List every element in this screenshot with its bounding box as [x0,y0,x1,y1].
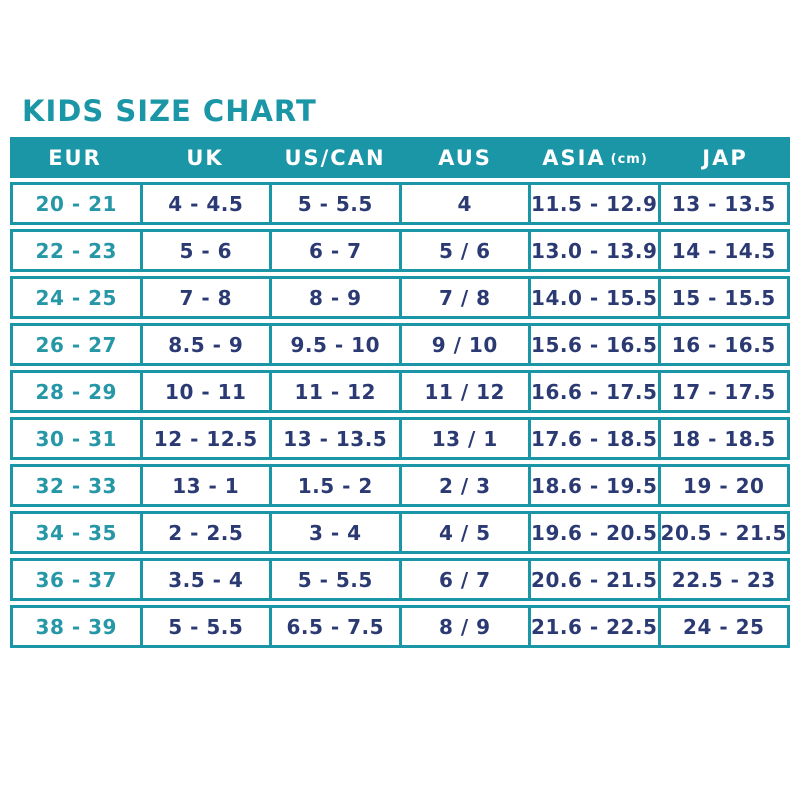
table-cell-eur: 24 - 25 [13,279,143,316]
table-cell-uk: 8.5 - 9 [143,326,272,363]
table-cell-asia: 21.6 - 22.5 [531,608,661,645]
table-cell-jap: 24 - 25 [683,614,765,639]
column-header-uscan-label: US/CAN [284,145,386,170]
table-cell-uscan: 6 - 7 [272,232,402,269]
size-chart-table: EUR UK US/CAN AUS ASIA (cm) JAP 20 - 21 4… [10,137,790,648]
column-header-asia-label: ASIA [542,145,606,170]
table-cell-eur: 34 - 35 [13,514,143,551]
table-cell-aus: 2 / 3 [402,467,531,504]
column-header-jap-label: JAP [702,145,748,170]
table-cell-eur: 22 - 23 [13,232,143,269]
table-row: 38 - 39 5 - 5.5 6.5 - 7.5 8 / 9 21.6 - 22.5 2… [10,605,790,648]
table-cell-uk: 2 - 2.5 [143,514,272,551]
table-cell-uk: 5 - 5.5 [143,608,272,645]
table-cell-uscan: 5 - 5.5 [272,561,402,598]
table-cell-jap: 18 - 18.5 [671,426,776,451]
table-row: 30 - 31 12 - 12.5 13 - 13.5 13 / 1 17.6 - 18… [10,417,790,460]
table-cell-eur: 36 - 37 [13,561,143,598]
table-cell-eur: 28 - 29 [13,373,143,410]
table-cell-aus: 5 / 6 [402,232,531,269]
table-cell-uscan: 8 - 9 [272,279,402,316]
table-cell-uk: 12 - 12.5 [143,420,272,457]
column-header-jap: JAP [660,137,790,178]
table-row: 26 - 27 8.5 - 9 9.5 - 10 9 / 10 15.6 - 16.5 1… [10,323,790,366]
table-cell-uk: 3.5 - 4 [143,561,272,598]
table-cell-eur: 30 - 31 [13,420,143,457]
table-cell-jap: 19 - 20 [683,473,765,498]
table-cell-asia: 11.5 - 12.9 [531,185,661,222]
table-cell-jap: 17 - 17.5 [671,379,776,404]
column-header-uk: UK [140,137,270,178]
table-cell-uk: 4 - 4.5 [143,185,272,222]
table-cell-uscan: 9.5 - 10 [272,326,402,363]
table-cell-uscan: 6.5 - 7.5 [272,608,402,645]
table-cell-asia: 15.6 - 16.5 [531,326,661,363]
table-cell-aus: 6 / 7 [402,561,531,598]
table-cell-asia: 13.0 - 13.9 [531,232,661,269]
table-cell-aus: 4 [402,185,531,222]
table-cell-aus: 7 / 8 [402,279,531,316]
table-cell-jap: 15 - 15.5 [671,285,776,310]
table-cell-uk: 5 - 6 [143,232,272,269]
table-header-row: EUR UK US/CAN AUS ASIA (cm) JAP [10,137,790,178]
column-header-aus: AUS [400,137,530,178]
table-row: 28 - 29 10 - 11 11 - 12 11 / 12 16.6 - 17.5 1… [10,370,790,413]
table-cell-aus: 9 / 10 [402,326,531,363]
column-header-uk-label: UK [186,145,224,170]
column-header-uscan: US/CAN [270,137,400,178]
table-cell-aus: 13 / 1 [402,420,531,457]
column-header-aus-label: AUS [438,145,492,170]
table-cell-asia: 19.6 - 20.5 [531,514,661,551]
table-cell-uscan: 11 - 12 [272,373,402,410]
table-cell-uk: 10 - 11 [143,373,272,410]
table-cell-uk: 7 - 8 [143,279,272,316]
table-cell-uscan: 5 - 5.5 [272,185,402,222]
table-cell-uscan: 1.5 - 2 [272,467,402,504]
table-cell-jap: 22.5 - 23 [671,567,776,592]
column-header-asia: ASIA (cm) [530,137,660,178]
table-cell-aus: 11 / 12 [402,373,531,410]
table-cell-asia: 20.6 - 21.5 [531,561,661,598]
table-cell-eur: 26 - 27 [13,326,143,363]
table-cell-jap: 20.5 - 21.5 [660,520,787,545]
column-header-eur-label: EUR [48,145,102,170]
table-cell-eur: 38 - 39 [13,608,143,645]
table-cell-aus: 8 / 9 [402,608,531,645]
table-cell-uscan: 13 - 13.5 [272,420,402,457]
table-cell-eur: 20 - 21 [13,185,143,222]
table-cell-eur: 32 - 33 [13,467,143,504]
table-cell-asia: 17.6 - 18.5 [531,420,661,457]
table-cell-asia: 18.6 - 19.5 [531,467,661,504]
column-header-asia-unit: (cm) [610,152,648,167]
table-cell-uk: 13 - 1 [143,467,272,504]
page-title: KIDS SIZE CHART [22,94,317,128]
table-row: 20 - 21 4 - 4.5 5 - 5.5 4 11.5 - 12.9 13 - 13… [10,182,790,225]
table-cell-aus: 4 / 5 [402,514,531,551]
table-cell-asia: 14.0 - 15.5 [531,279,661,316]
table-cell-jap: 16 - 16.5 [671,332,776,357]
table-cell-jap: 13 - 13.5 [671,191,776,216]
table-cell-jap: 14 - 14.5 [671,238,776,263]
table-cell-asia: 16.6 - 17.5 [531,373,661,410]
table-body: 20 - 21 4 - 4.5 5 - 5.5 4 11.5 - 12.9 13 - 13… [10,182,790,648]
column-header-eur: EUR [10,137,140,178]
table-cell-uscan: 3 - 4 [272,514,402,551]
